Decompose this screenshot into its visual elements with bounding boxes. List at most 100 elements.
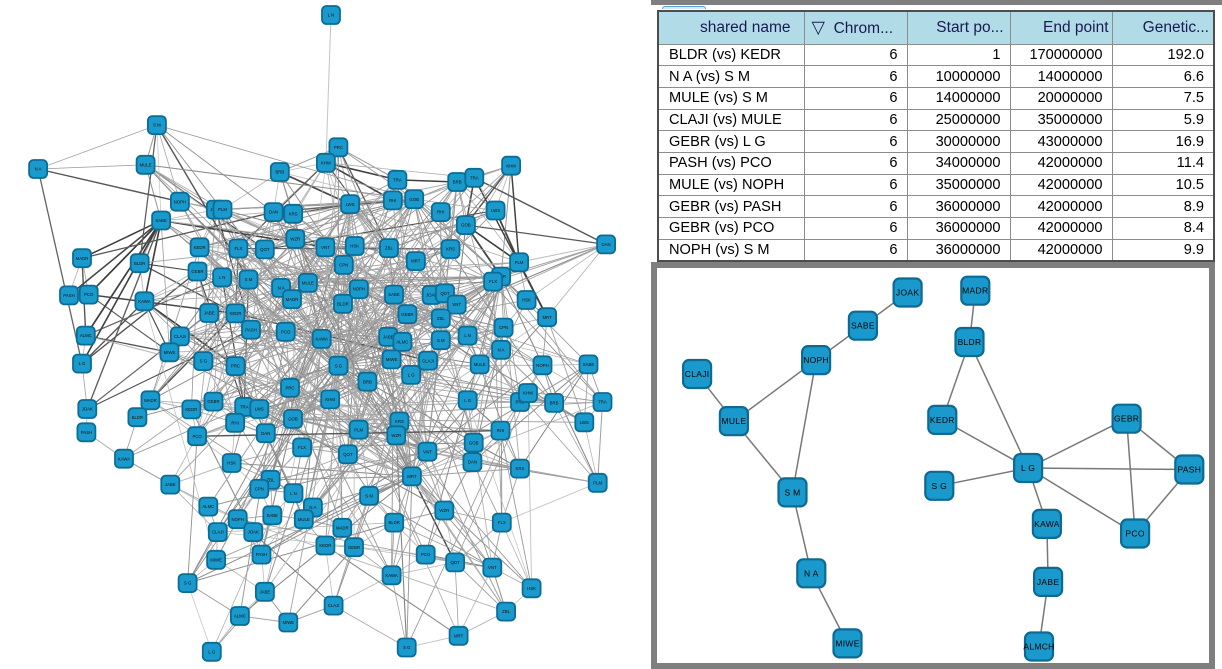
svg-text:MULE: MULE (140, 162, 152, 167)
svg-text:KAWA: KAWA (138, 299, 150, 304)
svg-text:S G: S G (932, 481, 948, 491)
svg-text:LWS: LWS (346, 202, 355, 207)
svg-text:QOT: QOT (440, 291, 450, 296)
svg-text:BRB: BRB (550, 401, 559, 406)
svg-text:KRS: KRS (446, 247, 455, 252)
svg-text:SABE: SABE (267, 513, 279, 518)
svg-text:N A: N A (35, 167, 42, 172)
svg-text:PRC: PRC (231, 364, 240, 369)
svg-text:PCO: PCO (84, 292, 94, 297)
svg-text:GEBR: GEBR (191, 269, 203, 274)
svg-text:KEDR: KEDR (194, 245, 206, 250)
svg-text:KHM: KHM (325, 397, 335, 402)
svg-text:DAN: DAN (602, 242, 611, 247)
svg-text:L G: L G (79, 361, 86, 366)
svg-text:MIWE: MIWE (386, 357, 398, 362)
svg-text:CPN: CPN (339, 263, 348, 268)
svg-text:MIWE: MIWE (164, 350, 176, 355)
svg-text:HSK: HSK (527, 586, 536, 591)
svg-text:PRC: PRC (334, 145, 343, 150)
svg-text:N A: N A (804, 568, 819, 578)
svg-text:ALMC: ALMC (80, 333, 92, 338)
svg-text:MADR: MADR (962, 286, 988, 296)
svg-text:BLDR: BLDR (958, 337, 982, 347)
svg-text:L G: L G (408, 373, 415, 378)
svg-text:HSK: HSK (227, 461, 236, 466)
svg-text:SABE: SABE (851, 321, 875, 331)
svg-text:MRT: MRT (542, 315, 552, 320)
svg-text:S G: S G (335, 363, 343, 368)
svg-text:RHI: RHI (389, 198, 396, 203)
svg-text:RHI: RHI (497, 428, 504, 433)
svg-text:VNT: VNT (423, 449, 432, 454)
svg-text:FLX: FLX (234, 246, 242, 251)
svg-text:PASH: PASH (63, 293, 74, 298)
svg-text:CPN: CPN (499, 325, 508, 330)
svg-text:S M: S M (437, 338, 445, 343)
svg-text:KAWA: KAWA (118, 456, 130, 461)
svg-text:BRB: BRB (275, 170, 284, 175)
svg-text:CLAJI: CLAJI (174, 334, 186, 339)
svg-text:S M: S M (245, 277, 253, 282)
svg-text:N A: N A (278, 286, 285, 291)
svg-text:KAWA: KAWA (1034, 519, 1060, 529)
svg-text:MIWE: MIWE (210, 557, 222, 562)
svg-text:JOAK: JOAK (426, 293, 437, 298)
svg-text:NOPH: NOPH (174, 199, 186, 204)
svg-text:NOPH: NOPH (231, 517, 243, 522)
svg-text:LWS: LWS (491, 208, 500, 213)
svg-text:ZBL: ZBL (437, 316, 445, 321)
svg-text:MADR: MADR (336, 525, 349, 530)
svg-text:S M: S M (365, 493, 373, 498)
svg-text:JABE: JABE (204, 311, 215, 316)
svg-text:DAN: DAN (261, 431, 270, 436)
svg-text:VNT: VNT (488, 565, 497, 570)
svg-text:PLM: PLM (515, 260, 524, 265)
svg-text:GOB: GOB (461, 223, 471, 228)
svg-text:PRC: PRC (285, 385, 294, 390)
svg-text:MRT: MRT (407, 474, 417, 479)
svg-text:PASH: PASH (1177, 465, 1201, 475)
svg-text:ZBL: ZBL (502, 609, 510, 614)
svg-text:MULE: MULE (721, 416, 746, 426)
svg-text:BRB: BRB (363, 379, 372, 384)
svg-text:PLM: PLM (354, 427, 363, 432)
svg-text:SABE: SABE (583, 362, 595, 367)
svg-text:ALMCH: ALMCH (1023, 642, 1054, 652)
svg-text:MADR: MADR (76, 256, 89, 261)
svg-text:GEBR: GEBR (348, 545, 360, 550)
svg-text:CLAJI: CLAJI (328, 603, 340, 608)
svg-text:PCO: PCO (421, 552, 431, 557)
svg-text:MIWE: MIWE (835, 638, 859, 648)
svg-text:KAWA: KAWA (316, 337, 328, 342)
svg-text:GOB: GOB (409, 197, 419, 202)
svg-text:L N: L N (328, 13, 335, 18)
svg-text:TRA: TRA (598, 400, 607, 405)
svg-text:KEDR: KEDR (930, 415, 955, 425)
svg-text:GEBR: GEBR (207, 399, 219, 404)
svg-text:N A: N A (498, 347, 505, 352)
svg-text:L N: L N (464, 333, 471, 338)
svg-text:JABE: JABE (165, 482, 176, 487)
svg-text:L N: L N (290, 491, 297, 496)
svg-text:PASH: PASH (256, 552, 267, 557)
svg-text:KAWA: KAWA (385, 573, 397, 578)
svg-text:BRB: BRB (453, 180, 462, 185)
svg-text:CPN: CPN (255, 487, 264, 492)
svg-text:PCO: PCO (281, 329, 291, 334)
svg-text:S M: S M (153, 123, 161, 128)
svg-text:WZR: WZR (391, 433, 401, 438)
svg-text:GOB: GOB (288, 417, 298, 422)
svg-text:KRS: KRS (515, 466, 524, 471)
svg-text:QOT: QOT (450, 560, 460, 565)
svg-text:NOPH: NOPH (353, 287, 365, 292)
svg-text:GEBR: GEBR (1114, 414, 1139, 424)
svg-text:KRS: KRS (395, 419, 404, 424)
svg-text:MADR: MADR (144, 398, 157, 403)
svg-text:KEDR: KEDR (230, 311, 242, 316)
svg-text:ZBL: ZBL (385, 246, 393, 251)
svg-text:LWS: LWS (255, 407, 264, 412)
svg-text:RHI: RHI (231, 420, 238, 425)
svg-text:BLDR: BLDR (132, 415, 143, 420)
svg-text:KEDR: KEDR (185, 407, 197, 412)
